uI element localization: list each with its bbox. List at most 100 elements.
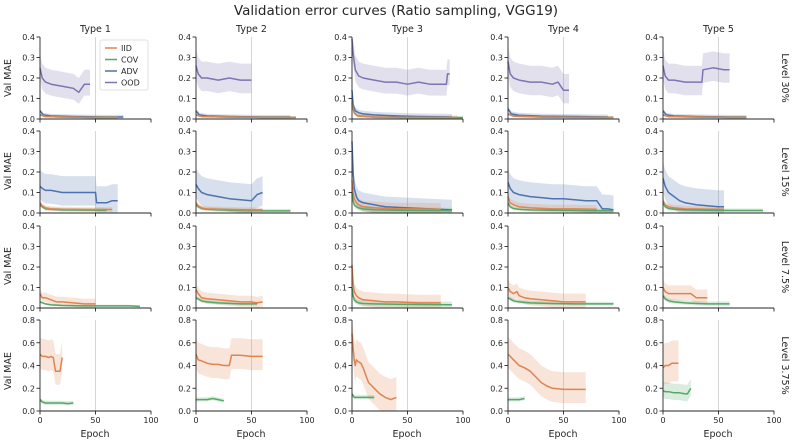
y-tick-label: 0.2 — [334, 74, 347, 83]
y-tick-label: 0.1 — [490, 189, 503, 198]
y-tick-label: 0.3 — [334, 243, 347, 252]
series-line-ood — [351, 38, 450, 85]
series-line-cov — [39, 399, 74, 405]
series-line-iid — [195, 289, 263, 304]
y-tick-label: 0.0 — [178, 304, 191, 313]
row-label: Level 15% — [779, 147, 790, 196]
y-tick-label: 0.1 — [334, 95, 347, 104]
y-tick-label: 0.4 — [22, 127, 35, 136]
legend-label: OOD — [121, 79, 140, 88]
y-tick-label: 0.4 — [645, 33, 658, 42]
panel: 0.0 0.1 0.2 0.3 0.4 Type 5 Level 30% — [645, 24, 790, 124]
panel: 0.0 0.1 0.2 0.3 0.4 — [334, 222, 464, 313]
confidence-band-iid — [352, 320, 397, 411]
series-line-iid — [351, 264, 441, 304]
y-axis-label: Val MAE — [3, 247, 14, 285]
x-axis-label: Epoch — [703, 429, 732, 440]
series-line-iid — [39, 202, 113, 211]
y-tick-label: 0.0 — [178, 209, 191, 218]
row-label: Level 7.5% — [779, 241, 790, 293]
y-tick-label: 0.8 — [22, 316, 35, 325]
series-line-cov — [662, 387, 692, 395]
y-tick-label: 0.0 — [490, 304, 503, 313]
series-line-cov — [351, 393, 375, 399]
series-line-iid — [507, 196, 597, 211]
panel: 0.0 0.2 0.4 0.6 0.8 0 50 100 Level 3.75% — [645, 316, 790, 425]
y-tick-label: 0.3 — [178, 148, 191, 157]
confidence-band-ood — [663, 49, 730, 96]
x-tick-label: 100 — [611, 416, 626, 425]
panel: 0.0 0.1 0.2 0.3 0.4 — [178, 127, 308, 218]
y-tick-label: 0.2 — [22, 168, 35, 177]
chart-title: Validation error curves (Ratio sampling,… — [234, 3, 558, 19]
series-line-iid — [662, 287, 708, 299]
confidence-band-adv — [508, 167, 614, 213]
confidence-band-iid — [508, 279, 586, 308]
y-tick-label: 0.3 — [334, 148, 347, 157]
series-line-adv — [39, 185, 118, 204]
y-tick-label: 0.1 — [645, 189, 658, 198]
series-line-iid — [39, 293, 96, 305]
panel: 0.0 0.1 0.2 0.3 0.4 Type 1 — [22, 24, 152, 124]
column-title: Type 1 — [79, 24, 111, 35]
y-tick-label: 0.0 — [490, 209, 503, 218]
y-tick-label: 0.1 — [22, 95, 35, 104]
y-tick-label: 0.4 — [22, 33, 35, 42]
series-line-cov — [662, 295, 730, 305]
y-tick-label: 0.4 — [22, 362, 35, 371]
series-line-iid — [39, 114, 118, 119]
y-tick-label: 0.0 — [490, 115, 503, 124]
y-tick-label: 0.2 — [178, 168, 191, 177]
y-tick-label: 0.4 — [334, 362, 347, 371]
series-line-cov — [351, 192, 452, 212]
y-tick-label: 0.3 — [645, 243, 658, 252]
y-tick-label: 0.2 — [178, 384, 191, 393]
y-tick-label: 0.2 — [334, 384, 347, 393]
y-tick-label: 0.4 — [178, 362, 191, 371]
series-line-cov — [507, 202, 614, 212]
panel: 0.0 0.1 0.2 0.3 0.4 — [22, 222, 152, 313]
x-tick-label: 0 — [660, 416, 665, 425]
y-tick-label: 0.3 — [645, 54, 658, 63]
confidence-band-cov — [663, 379, 691, 402]
y-tick-label: 0.0 — [645, 209, 658, 218]
y-tick-label: 0.0 — [334, 304, 347, 313]
series-line-cov — [662, 202, 763, 212]
y-tick-label: 0.0 — [22, 304, 35, 313]
confidence-band-ood — [352, 37, 450, 96]
series-line-ood — [662, 65, 730, 83]
y-tick-label: 0.0 — [178, 407, 191, 416]
panel: 0.0 0.2 0.4 0.6 0.8 0 50 100 — [22, 316, 158, 425]
series-line-iid — [662, 114, 747, 119]
series-line-adv — [351, 90, 452, 118]
y-tick-label: 0.2 — [334, 168, 347, 177]
y-tick-label: 0.4 — [178, 33, 191, 42]
y-tick-label: 0.0 — [22, 209, 35, 218]
y-tick-label: 0.3 — [178, 54, 191, 63]
series-line-iid — [507, 287, 586, 303]
y-tick-label: 0.3 — [490, 243, 503, 252]
y-tick-label: 0.2 — [645, 168, 658, 177]
y-tick-label: 0.3 — [490, 54, 503, 63]
series-line-iid — [662, 200, 724, 211]
y-tick-label: 0.8 — [645, 316, 658, 325]
y-tick-label: 0.3 — [22, 54, 35, 63]
series-line-iid — [507, 353, 586, 391]
series-line-adv — [195, 183, 263, 202]
confidence-band-iid — [40, 337, 63, 385]
panel: 0.0 0.1 0.2 0.3 0.4 Level 15% — [645, 127, 790, 218]
confidence-band-ood — [196, 49, 252, 94]
y-tick-label: 0.2 — [22, 263, 35, 272]
x-axis-label: Epoch — [392, 429, 421, 440]
y-tick-label: 0.2 — [645, 263, 658, 272]
panel: 0.0 0.1 0.2 0.3 0.4 Type 3 — [334, 24, 464, 124]
confidence-band-iid — [352, 256, 441, 308]
y-tick-label: 0.3 — [22, 243, 35, 252]
column-title: Type 2 — [235, 24, 267, 35]
series-line-iid — [195, 353, 263, 367]
y-tick-label: 0.6 — [490, 339, 503, 348]
legend-label: COV — [121, 56, 139, 65]
y-tick-label: 0.1 — [22, 189, 35, 198]
x-tick-label: 0 — [505, 416, 510, 425]
